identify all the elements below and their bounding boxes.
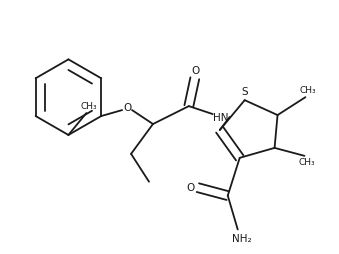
Text: O: O [123, 103, 131, 113]
Text: O: O [192, 66, 200, 76]
Text: CH₃: CH₃ [298, 158, 315, 167]
Text: HN: HN [213, 113, 228, 123]
Text: O: O [187, 183, 195, 193]
Text: NH₂: NH₂ [232, 234, 252, 244]
Text: CH₃: CH₃ [299, 86, 316, 95]
Text: CH₃: CH₃ [80, 102, 97, 110]
Text: S: S [241, 87, 248, 97]
